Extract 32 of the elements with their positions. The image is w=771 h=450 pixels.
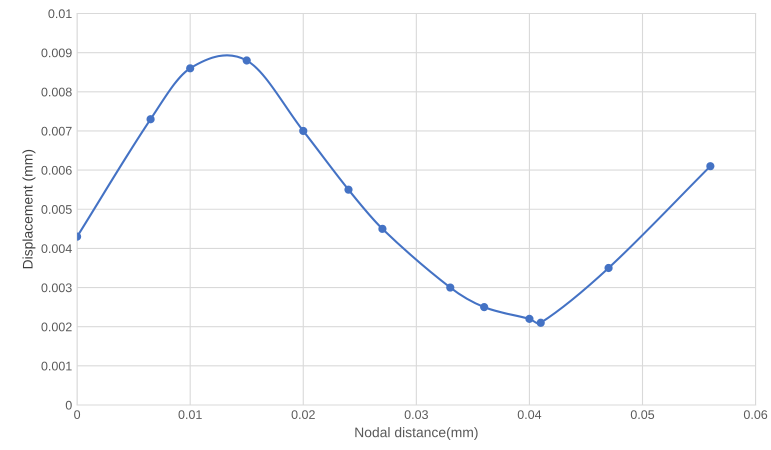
y-tick-label: 0.01 — [48, 9, 72, 18]
x-tick-label: 0.04 — [518, 410, 542, 420]
x-tick-label: 0.06 — [744, 410, 768, 420]
x-tick-label: 0.02 — [292, 410, 315, 420]
point — [604, 264, 613, 272]
point — [186, 64, 194, 72]
x-tick-label: 0.03 — [404, 410, 428, 420]
y-tick-label: 0.002 — [41, 322, 72, 332]
point — [242, 56, 251, 65]
y-tick-label: 0.007 — [41, 126, 72, 136]
y-tick-label: 0.008 — [41, 88, 72, 96]
point — [480, 303, 488, 312]
point — [706, 162, 714, 170]
x-tick-label: 0.01 — [178, 410, 202, 420]
y-tick-label: 0.004 — [41, 244, 72, 254]
y-tick-label: 0.009 — [41, 48, 72, 58]
y-tick-label: 0.003 — [41, 283, 72, 292]
y-tick-label: 0 — [66, 400, 72, 410]
point — [536, 318, 545, 327]
y-axis-title: Displacement (mm) — [22, 150, 36, 268]
point — [344, 186, 353, 194]
y-tick-label: 0.001 — [41, 362, 72, 370]
x-tick-label: 0.05 — [630, 410, 654, 420]
point — [378, 224, 387, 233]
x-axis-title: Nodal distance(mm) — [355, 427, 478, 440]
point — [446, 283, 454, 292]
point — [146, 115, 155, 124]
x-tick-label: 0 — [74, 410, 80, 420]
y-tick-label: 0.006 — [41, 166, 72, 175]
y-tick-label: 0.005 — [41, 205, 72, 214]
point — [525, 314, 534, 323]
point — [299, 126, 308, 136]
